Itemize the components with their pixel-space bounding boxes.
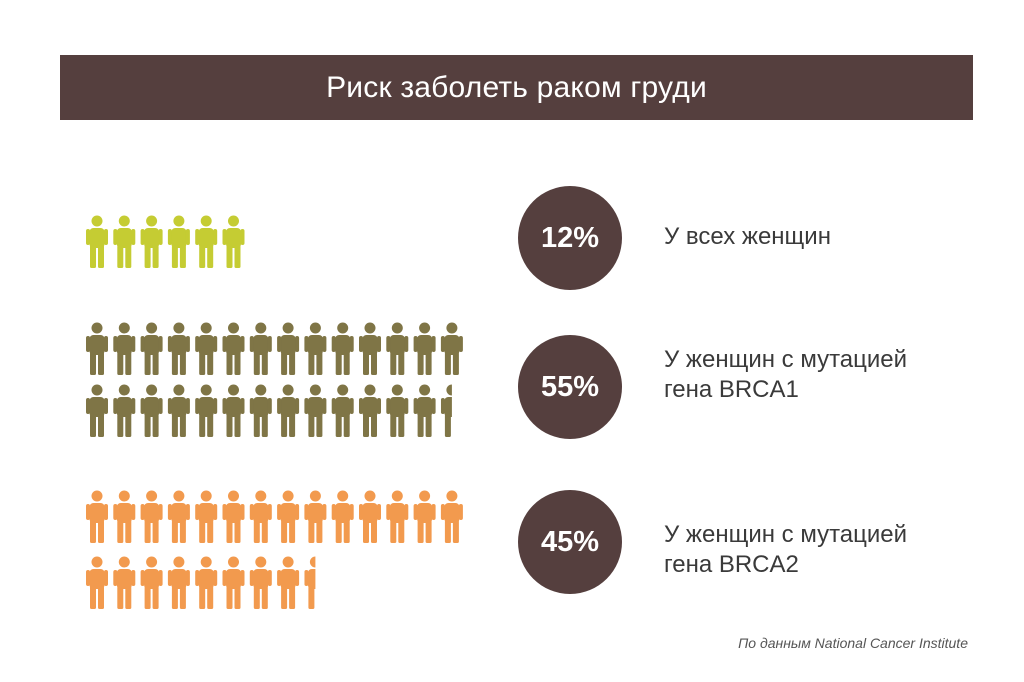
source-note: По данным National Cancer Institute bbox=[738, 635, 968, 651]
person-icon bbox=[167, 490, 190, 543]
title-bar: Риск заболеть раком груди bbox=[60, 55, 973, 120]
person-icon bbox=[359, 384, 381, 437]
person-icon bbox=[249, 490, 272, 543]
person-icon bbox=[167, 556, 190, 609]
person-icon bbox=[86, 322, 108, 375]
person-icon bbox=[195, 215, 218, 268]
value-badge-all-women: 12% bbox=[518, 186, 622, 290]
person-icon bbox=[113, 384, 136, 437]
person-icon bbox=[440, 490, 463, 543]
person-icon bbox=[167, 215, 190, 268]
value-badge-brca2: 45% bbox=[518, 490, 622, 594]
person-icon bbox=[222, 215, 245, 268]
person-icon bbox=[413, 322, 436, 375]
chart-title: Риск заболеть раком груди bbox=[326, 70, 707, 104]
person-icon bbox=[331, 384, 354, 437]
person-icon bbox=[249, 556, 272, 609]
person-icon bbox=[304, 490, 327, 543]
person-icon bbox=[304, 556, 316, 609]
person-icon bbox=[386, 384, 409, 437]
person-icon bbox=[86, 556, 108, 609]
row-label-brca2: У женщин с мутацией гена BRCA2 bbox=[664, 520, 907, 580]
person-icon bbox=[277, 322, 300, 375]
person-icon bbox=[277, 384, 300, 437]
person-icon bbox=[86, 384, 108, 437]
row-label-brca1: У женщин с мутацией гена BRCA1 bbox=[664, 345, 907, 405]
person-icon bbox=[331, 490, 354, 543]
person-icon bbox=[140, 384, 163, 437]
person-icon bbox=[249, 384, 272, 437]
person-icon bbox=[113, 215, 136, 268]
person-icon bbox=[113, 322, 136, 375]
person-icon bbox=[331, 322, 354, 375]
person-icon bbox=[304, 322, 327, 375]
person-icon bbox=[140, 556, 163, 609]
person-icon bbox=[440, 322, 463, 375]
value-badge-brca1: 55% bbox=[518, 335, 622, 439]
value-label: 55% bbox=[540, 370, 600, 403]
person-icon bbox=[140, 322, 163, 375]
person-icon bbox=[386, 490, 409, 543]
person-icon bbox=[113, 556, 136, 609]
row-label-line: У всех женщин bbox=[664, 223, 831, 250]
person-icon bbox=[359, 322, 381, 375]
person-icon bbox=[277, 556, 300, 609]
person-icon bbox=[222, 322, 245, 375]
person-icon bbox=[140, 490, 163, 543]
person-icon bbox=[113, 490, 136, 543]
row-label-line: гена BRCA2 bbox=[664, 551, 799, 578]
person-icon bbox=[86, 215, 108, 268]
person-icon bbox=[277, 490, 300, 543]
value-label: 45% bbox=[540, 525, 600, 558]
person-icon bbox=[140, 215, 163, 268]
person-icon bbox=[222, 384, 245, 437]
person-icon bbox=[167, 384, 190, 437]
row-label-line: гена BRCA1 bbox=[664, 376, 799, 403]
person-icon bbox=[249, 322, 272, 375]
row-label-line: У женщин с мутацией bbox=[664, 346, 908, 373]
person-icon bbox=[195, 490, 218, 543]
person-icon bbox=[359, 490, 381, 543]
person-icon bbox=[222, 556, 245, 609]
person-icon bbox=[440, 384, 452, 437]
person-icon bbox=[413, 490, 436, 543]
person-icon bbox=[386, 322, 409, 375]
value-label: 12% bbox=[540, 221, 600, 254]
row-label-all-women: У всех женщин bbox=[664, 222, 831, 252]
person-icon bbox=[167, 322, 190, 375]
row-label-line: У женщин с мутацией bbox=[664, 521, 908, 548]
person-icon bbox=[222, 490, 245, 543]
person-icon bbox=[413, 384, 436, 437]
person-icon bbox=[195, 556, 218, 609]
person-icon bbox=[86, 490, 108, 543]
person-icon bbox=[304, 384, 327, 437]
person-icon bbox=[195, 384, 218, 437]
person-icon bbox=[195, 322, 218, 375]
